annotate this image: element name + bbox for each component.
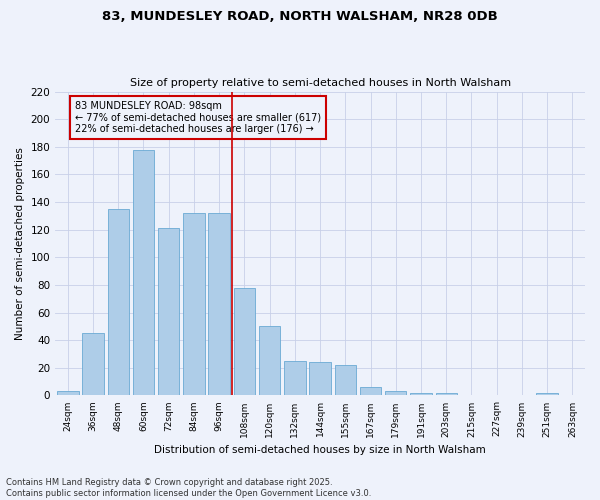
Bar [284, 361, 305, 396]
X-axis label: Distribution of semi-detached houses by size in North Walsham: Distribution of semi-detached houses by … [154, 445, 486, 455]
Bar [158, 228, 179, 396]
Bar [107, 209, 129, 396]
Text: 83, MUNDESLEY ROAD, NORTH WALSHAM, NR28 0DB: 83, MUNDESLEY ROAD, NORTH WALSHAM, NR28 … [102, 10, 498, 23]
Bar [82, 334, 104, 396]
Text: Contains HM Land Registry data © Crown copyright and database right 2025.
Contai: Contains HM Land Registry data © Crown c… [6, 478, 371, 498]
Bar [335, 365, 356, 396]
Bar [536, 392, 558, 396]
Bar [385, 392, 406, 396]
Title: Size of property relative to semi-detached houses in North Walsham: Size of property relative to semi-detach… [130, 78, 511, 88]
Bar [183, 213, 205, 396]
Bar [410, 392, 432, 396]
Bar [310, 362, 331, 396]
Bar [133, 150, 154, 396]
Bar [233, 288, 255, 396]
Y-axis label: Number of semi-detached properties: Number of semi-detached properties [15, 147, 25, 340]
Bar [436, 392, 457, 396]
Bar [259, 326, 280, 396]
Bar [208, 213, 230, 396]
Bar [360, 387, 381, 396]
Bar [57, 392, 79, 396]
Text: 83 MUNDESLEY ROAD: 98sqm
← 77% of semi-detached houses are smaller (617)
22% of : 83 MUNDESLEY ROAD: 98sqm ← 77% of semi-d… [76, 101, 322, 134]
